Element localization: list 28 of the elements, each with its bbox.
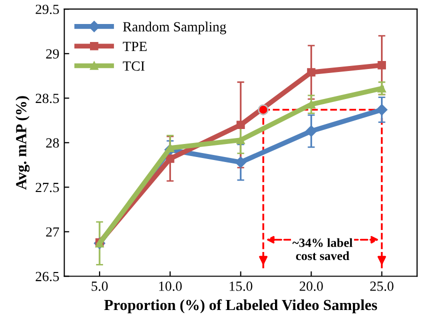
legend-label: TCI [122, 61, 145, 71]
point [306, 125, 317, 137]
y-tick-label: 27 [46, 227, 60, 237]
y-tick-label: 28.5 [36, 94, 59, 104]
x-axis-title: Proportion (%) of Labeled Video Samples [104, 299, 378, 314]
x-tick-label: 20.0 [300, 282, 323, 291]
y-tick-label: 29 [46, 49, 59, 59]
annotation: ~34% label cost saved [292, 238, 352, 260]
point [236, 120, 245, 130]
y-tick-label: 27.5 [36, 182, 59, 192]
point [378, 84, 386, 93]
y-tick-label: 29.5 [36, 4, 59, 14]
x-tick-label: 25.0 [370, 282, 394, 291]
y-axis-title: Avg. mAP (%) [16, 96, 30, 190]
point [378, 61, 386, 70]
point [166, 154, 174, 163]
y-tick-label: 26.5 [36, 272, 59, 282]
point [258, 104, 269, 116]
x-tick-label: 15.0 [230, 282, 252, 291]
legend-label: Random Sampling [123, 22, 226, 34]
y-tick-label: 28 [46, 138, 59, 148]
x-tick-label: 10.0 [159, 282, 182, 291]
point [236, 136, 245, 144]
x-tick-label: 5.0 [92, 282, 108, 291]
point [376, 104, 388, 116]
point [235, 156, 246, 168]
legend-label: TPE [122, 42, 147, 51]
point [307, 68, 316, 76]
